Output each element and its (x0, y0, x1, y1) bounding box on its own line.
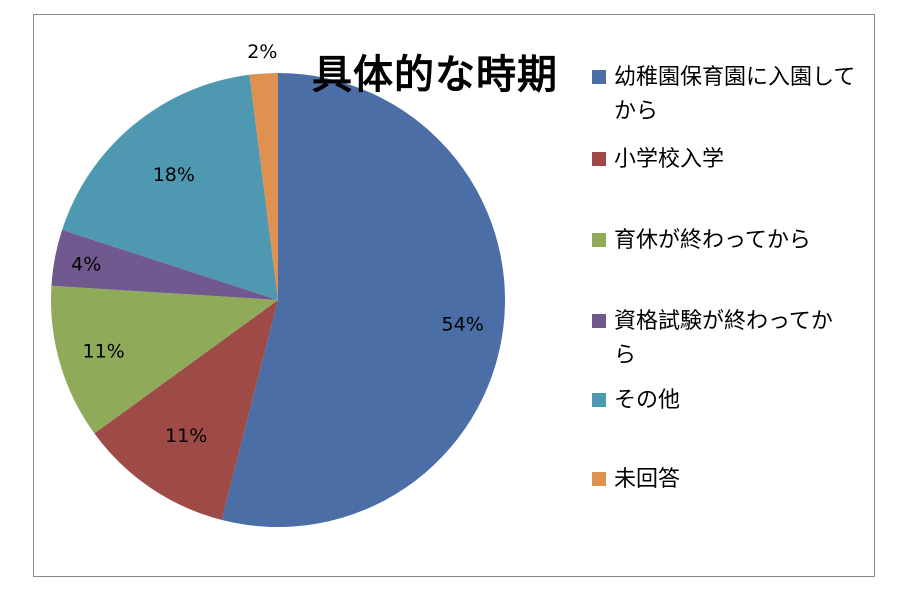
pie-slice (94, 300, 278, 520)
legend-label: 未回答 (614, 467, 681, 492)
data-label: 11% (165, 425, 207, 447)
data-label: 4% (71, 253, 101, 275)
legend-swatch (592, 152, 606, 166)
legend-swatch (592, 393, 606, 407)
data-label: 11% (82, 341, 124, 363)
chart-frame (33, 14, 875, 577)
legend-item: 資格試験が終わってから (592, 305, 854, 373)
pie-slice (221, 73, 506, 528)
data-label: 54% (442, 313, 484, 335)
legend-label: 育休が終わってから (614, 228, 811, 253)
legend-item: その他 (592, 384, 864, 418)
pie-slice (51, 229, 278, 300)
pie-slice (51, 285, 279, 434)
legend-item: 幼稚園保育園に入園してから (592, 61, 864, 129)
legend-swatch (592, 233, 606, 247)
legend-item: 育休が終わってから (592, 224, 864, 258)
legend-item: 未回答 (592, 463, 864, 497)
chart-title: 具体的な時期 (312, 52, 558, 98)
pie-slice (249, 73, 278, 300)
legend-item: 小学校入学 (592, 143, 864, 177)
legend-label: 資格試験が終わってから (614, 309, 833, 368)
data-label: 18% (153, 164, 195, 186)
legend-label: 幼稚園保育園に入園してから (614, 65, 856, 124)
legend-swatch (592, 472, 606, 486)
pie-slice (62, 74, 279, 300)
data-label: 2% (247, 41, 277, 63)
legend-swatch (592, 314, 606, 328)
legend-swatch (592, 70, 606, 84)
legend-label: その他 (614, 388, 681, 413)
legend-label: 小学校入学 (614, 147, 725, 172)
